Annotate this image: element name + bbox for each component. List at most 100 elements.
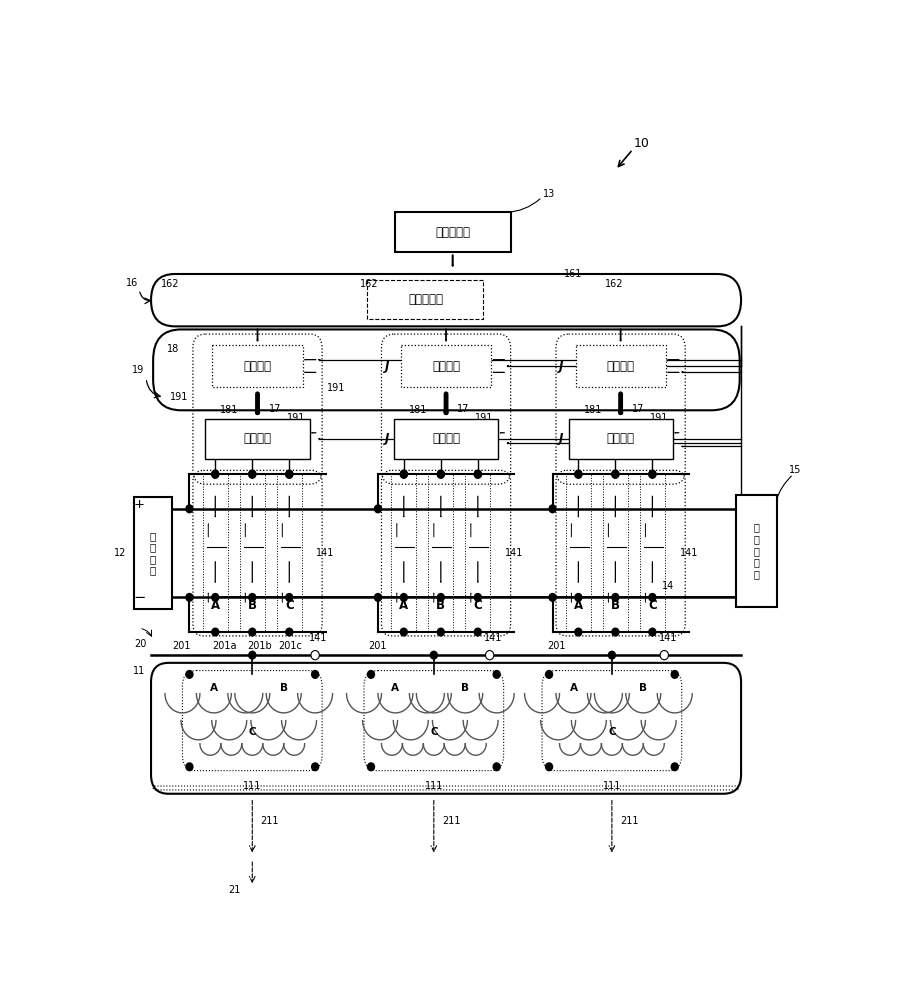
Text: −: −: [133, 590, 145, 605]
Text: 12: 12: [114, 548, 126, 558]
Text: 111: 111: [243, 781, 261, 791]
Text: 19: 19: [132, 365, 144, 375]
Bar: [401, 345, 491, 387]
Circle shape: [249, 594, 256, 601]
Text: 201: 201: [172, 641, 190, 651]
Text: A: A: [211, 599, 220, 612]
Circle shape: [612, 470, 619, 478]
Text: J: J: [560, 360, 564, 373]
Bar: [736, 495, 777, 607]
Circle shape: [186, 671, 193, 678]
Bar: [205, 419, 310, 459]
Circle shape: [437, 594, 444, 601]
Text: 201b: 201b: [247, 641, 271, 651]
Text: 181: 181: [584, 405, 602, 415]
Circle shape: [575, 628, 582, 636]
Circle shape: [311, 651, 319, 660]
Text: 201a: 201a: [212, 641, 237, 651]
Text: 16: 16: [126, 278, 138, 288]
Circle shape: [660, 651, 669, 660]
Circle shape: [608, 651, 615, 659]
Circle shape: [212, 470, 219, 478]
Bar: [213, 345, 303, 387]
Circle shape: [549, 594, 556, 601]
Circle shape: [474, 470, 481, 478]
Bar: [368, 280, 483, 319]
Bar: [240, 474, 265, 632]
Circle shape: [545, 763, 552, 771]
Bar: [203, 474, 228, 632]
Text: 181: 181: [409, 405, 427, 415]
Circle shape: [249, 470, 256, 478]
Circle shape: [575, 470, 582, 478]
Circle shape: [549, 505, 556, 513]
Text: 191: 191: [327, 383, 345, 393]
Circle shape: [249, 651, 256, 659]
Circle shape: [612, 628, 619, 636]
Circle shape: [368, 671, 375, 678]
Text: 控制单元: 控制单元: [432, 360, 460, 373]
Circle shape: [486, 651, 494, 660]
Circle shape: [649, 470, 656, 478]
Text: 驱动单元: 驱动单元: [243, 432, 271, 445]
Text: 11: 11: [133, 666, 145, 676]
Bar: [603, 474, 628, 632]
Circle shape: [431, 651, 437, 659]
Circle shape: [249, 470, 256, 478]
FancyBboxPatch shape: [151, 663, 741, 794]
FancyBboxPatch shape: [153, 329, 740, 410]
Text: 162: 162: [160, 279, 179, 289]
Circle shape: [312, 763, 319, 771]
Text: 17: 17: [268, 404, 281, 414]
Text: 201: 201: [547, 641, 565, 651]
Text: 111: 111: [603, 781, 621, 791]
Text: 191: 191: [169, 392, 188, 402]
Circle shape: [368, 763, 375, 771]
Text: A: A: [574, 599, 583, 612]
Circle shape: [186, 505, 193, 513]
Bar: [133, 497, 172, 609]
Text: 输
出
传
感
器: 输 出 传 感 器: [753, 523, 760, 579]
Text: 驱动单元: 驱动单元: [432, 432, 460, 445]
Text: 21: 21: [229, 885, 241, 895]
Circle shape: [437, 628, 444, 636]
Circle shape: [649, 628, 656, 636]
Circle shape: [575, 470, 582, 478]
Bar: [428, 474, 453, 632]
Circle shape: [612, 594, 619, 601]
Text: A: A: [210, 683, 218, 693]
Text: 141: 141: [309, 633, 328, 643]
Text: 161: 161: [564, 269, 583, 279]
Circle shape: [545, 671, 552, 678]
Bar: [566, 474, 591, 632]
Text: 111: 111: [424, 781, 443, 791]
Circle shape: [400, 470, 407, 478]
Circle shape: [286, 470, 293, 478]
Text: 18: 18: [168, 344, 179, 354]
Circle shape: [312, 671, 319, 678]
Circle shape: [437, 470, 444, 478]
Circle shape: [286, 594, 293, 601]
Circle shape: [493, 671, 500, 678]
Text: A: A: [391, 683, 399, 693]
Bar: [394, 419, 498, 459]
FancyBboxPatch shape: [151, 274, 741, 326]
Text: 20: 20: [134, 639, 147, 649]
Bar: [465, 474, 490, 632]
Text: J: J: [560, 432, 564, 445]
Circle shape: [186, 763, 193, 771]
Text: 17: 17: [458, 404, 469, 414]
Text: B: B: [461, 683, 469, 693]
Bar: [391, 474, 416, 632]
Text: B: B: [279, 683, 287, 693]
Circle shape: [474, 470, 481, 478]
Text: 10: 10: [634, 137, 650, 150]
Circle shape: [493, 763, 500, 771]
Bar: [576, 345, 666, 387]
Text: 141: 141: [659, 633, 677, 643]
Text: 162: 162: [360, 279, 378, 289]
Circle shape: [474, 594, 481, 601]
Text: 控制单元: 控制单元: [606, 360, 634, 373]
Text: C: C: [648, 599, 657, 612]
Text: 141: 141: [505, 548, 523, 558]
